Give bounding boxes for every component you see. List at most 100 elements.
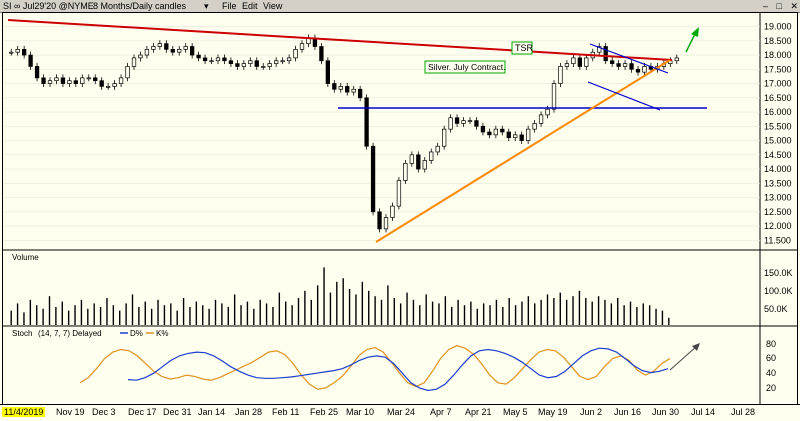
date-label: Jun 2 <box>580 407 603 417</box>
chart-canvas: 19.000 18.500 18.000 17.500 17.000 16.500 16.0… <box>3 13 797 404</box>
candle-body <box>41 77 46 84</box>
candle-body <box>532 123 537 130</box>
menu-file[interactable]: File <box>222 1 237 11</box>
candle-body <box>131 57 137 67</box>
date-label: Feb 25 <box>310 407 339 417</box>
candle-body <box>261 66 266 68</box>
candle-body <box>454 117 460 124</box>
date-label: Jun 16 <box>614 407 642 417</box>
candle-body <box>629 63 634 70</box>
candle-body <box>493 128 498 136</box>
candle-body <box>351 88 356 93</box>
dropdown-arrow-icon[interactable]: ▾ <box>204 1 209 11</box>
candle-body <box>248 60 253 64</box>
price-tick: 18.000 <box>764 50 792 60</box>
candle-body <box>267 63 272 67</box>
minimize-icon[interactable]: – <box>762 1 768 11</box>
candle-body <box>222 57 227 62</box>
date-label: Jul 14 <box>691 407 716 417</box>
contract-label: ∞ Jul29'20 @NYME <box>14 1 94 11</box>
candle-body <box>254 60 259 67</box>
candle-body <box>635 68 641 73</box>
candle-body <box>125 66 130 79</box>
price-tick: 17.500 <box>764 64 792 74</box>
volume-tick: 50.0K <box>764 304 788 314</box>
date-label: Jul 28 <box>731 407 756 417</box>
candle-body <box>345 86 350 93</box>
candle-body <box>228 60 234 64</box>
candle-body <box>513 134 518 139</box>
candle-body <box>47 80 53 84</box>
timeframe-dropdown[interactable]: 8 Months/Daily candles <box>93 1 187 11</box>
chart-frame <box>2 12 798 406</box>
price-tick: 15.500 <box>764 121 792 131</box>
candle-body <box>299 43 305 50</box>
candle-body <box>209 60 214 63</box>
candle-body <box>519 134 524 141</box>
price-tick: 13.500 <box>764 178 792 188</box>
date-label: Mar 24 <box>387 407 416 417</box>
candle-body <box>500 128 505 133</box>
menu-view[interactable]: View <box>263 1 283 11</box>
date-label: Dec 31 <box>163 407 192 417</box>
candle-body <box>383 217 389 230</box>
candle-body <box>241 63 246 67</box>
stoch-tick: 20 <box>766 383 776 393</box>
candle-body <box>286 57 292 62</box>
candle-body <box>151 46 156 50</box>
breakout-arrow-icon <box>691 27 699 37</box>
candle-body <box>642 66 647 73</box>
candle-body <box>390 205 395 218</box>
date-label: Jun 30 <box>652 407 680 417</box>
contract-box[interactable] <box>424 60 506 74</box>
candle-body <box>118 77 124 84</box>
candle-body <box>164 43 169 50</box>
price-tick: 11.500 <box>764 235 791 245</box>
candle-body <box>177 48 182 53</box>
volume-title: Volume <box>12 253 39 262</box>
date-label: May 5 <box>503 407 528 417</box>
volume-tick: 100.0K <box>764 286 793 296</box>
date-axis: 11/4/2019 Nov 19 Dec 3 Dec 17 Dec 31 Jan… <box>0 404 800 421</box>
maximize-icon[interactable]: □ <box>776 1 782 11</box>
candle-body <box>474 120 479 127</box>
candle-body <box>616 63 621 67</box>
candle-body <box>370 145 376 213</box>
candle-body <box>622 63 628 67</box>
date-label: Jan 14 <box>198 407 226 417</box>
uptrend-line[interactable] <box>375 59 671 243</box>
date-label: Dec 3 <box>92 407 116 417</box>
date-label: Apr 21 <box>465 407 492 417</box>
contract-note: Silver. July Contract. <box>428 62 505 72</box>
stoch-legend-k: K% <box>156 329 168 338</box>
menu-edit[interactable]: Edit <box>242 1 258 11</box>
candle-body <box>183 46 188 50</box>
candle-body <box>396 180 402 207</box>
candle-body <box>480 125 486 133</box>
candle-body <box>674 57 679 62</box>
symbol-label[interactable]: SI <box>3 1 12 11</box>
tsr-label: TSR <box>515 43 534 53</box>
price-tick: 17.000 <box>764 79 792 89</box>
candle-body <box>86 77 91 80</box>
channel-upper-line[interactable] <box>589 43 669 74</box>
candle-body <box>34 66 40 79</box>
stoch-arrow-line <box>669 345 698 371</box>
candle-body <box>144 48 150 56</box>
candle-body <box>60 77 66 84</box>
candle-body <box>54 77 59 82</box>
candle-body <box>358 88 363 99</box>
candle-body <box>196 54 201 59</box>
resistance-line[interactable] <box>7 19 673 61</box>
candle-body <box>106 86 111 88</box>
date-start[interactable]: 11/4/2019 <box>2 407 46 417</box>
tsr-box[interactable] <box>511 41 533 55</box>
candle-body <box>274 60 279 64</box>
close-icon[interactable]: ✕ <box>790 1 798 11</box>
candle-body <box>564 63 570 67</box>
date-label: Apr 7 <box>430 407 452 417</box>
channel-lower-line[interactable] <box>587 81 661 111</box>
candle-body <box>138 54 143 59</box>
candle-body <box>571 57 576 64</box>
